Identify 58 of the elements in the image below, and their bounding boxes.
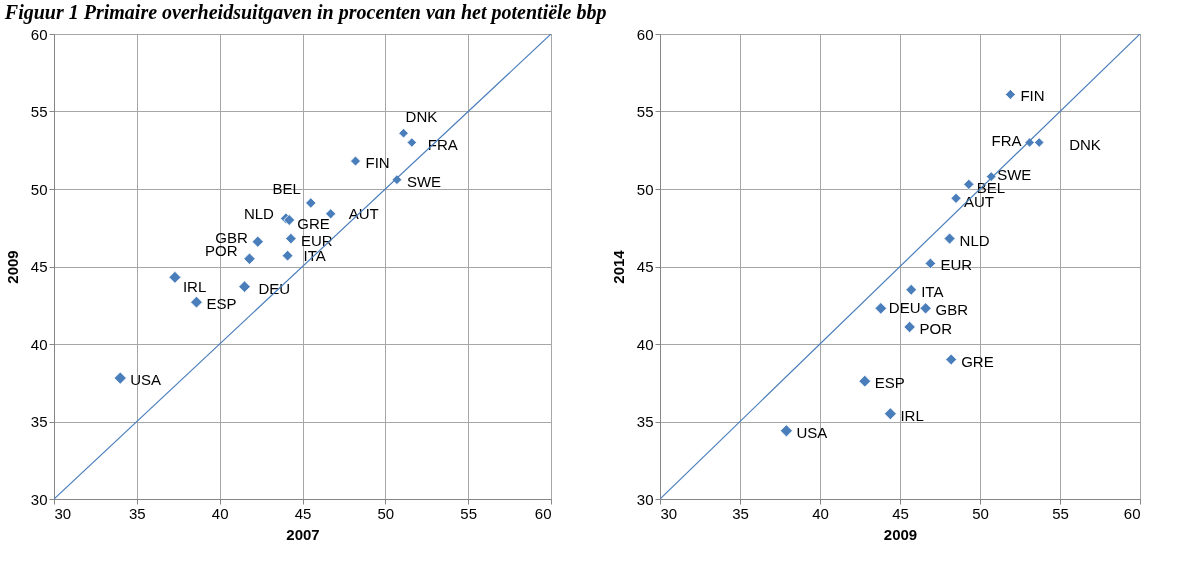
series-label: BEL — [272, 179, 301, 197]
y-tick-label: 50 — [30, 180, 48, 198]
y-tick-label: 30 — [636, 490, 654, 508]
y-tick-label: 45 — [636, 258, 654, 275]
series-label: IRL — [900, 406, 924, 424]
x-tick-label: 55 — [460, 504, 478, 522]
series-label: EUR — [300, 231, 333, 249]
chart-title: Figuur 1 Primaire overheidsuitgaven in procenten van het potentiële bbp — [3, 0, 607, 24]
series-label: USA — [130, 371, 162, 389]
y-tick-label: 45 — [30, 258, 48, 275]
x-tick-label: 30 — [54, 504, 72, 522]
x-tick-label: 50 — [377, 504, 395, 522]
series-label: EUR — [940, 256, 973, 274]
series-label: USA — [796, 423, 828, 441]
x-tick-label: 40 — [211, 504, 229, 522]
y-axis-title: 2014 — [609, 249, 627, 284]
series-label: GRE — [961, 352, 994, 370]
y-tick-label: 35 — [30, 413, 48, 430]
y-tick-label: 55 — [636, 103, 654, 120]
series-label: IRL — [182, 278, 207, 296]
x-tick-label: 30 — [660, 504, 678, 522]
series-label: ESP — [206, 295, 237, 313]
series-label: ITA — [921, 282, 944, 300]
y-tick-label: 40 — [636, 335, 654, 353]
x-axis-title: 2007 — [286, 525, 320, 543]
y-tick-label: 55 — [30, 103, 48, 120]
series-label: DNK — [405, 108, 438, 126]
x-axis-title: 2009 — [883, 525, 918, 543]
y-tick-label: 60 — [636, 25, 654, 43]
y-tick-label: 35 — [636, 413, 654, 430]
y-tick-label: 60 — [30, 25, 48, 43]
series-label: GBR — [215, 228, 248, 246]
x-tick-label: 35 — [732, 504, 749, 522]
series-label: FIN — [1020, 87, 1045, 105]
y-tick-label: 40 — [30, 335, 48, 353]
series-label: SWE — [406, 172, 442, 190]
series-label: POR — [919, 319, 953, 337]
x-tick-label: 35 — [128, 504, 146, 522]
series-label: FIN — [365, 154, 390, 172]
series-label: FRA — [427, 135, 458, 153]
series-label: DNK — [1069, 135, 1101, 153]
x-tick-label: 45 — [294, 504, 312, 522]
x-tick-label: 60 — [534, 504, 552, 522]
series-label: FRA — [991, 131, 1022, 149]
x-tick-label: 55 — [1052, 504, 1069, 522]
x-tick-label: 40 — [812, 504, 829, 522]
y-axis-title: 2009 — [3, 250, 21, 284]
series-label: DEU — [888, 299, 921, 317]
x-tick-label: 45 — [892, 504, 909, 522]
series-label: NLD — [959, 231, 990, 249]
series-label: NLD — [243, 205, 275, 223]
y-tick-label: 30 — [30, 490, 48, 508]
series-label: GBR — [935, 301, 969, 319]
x-tick-label: 60 — [1123, 504, 1141, 522]
series-label: GRE — [297, 215, 330, 232]
series-label: ESP — [874, 374, 905, 392]
y-tick-label: 50 — [636, 180, 654, 198]
x-tick-label: 50 — [972, 504, 989, 522]
